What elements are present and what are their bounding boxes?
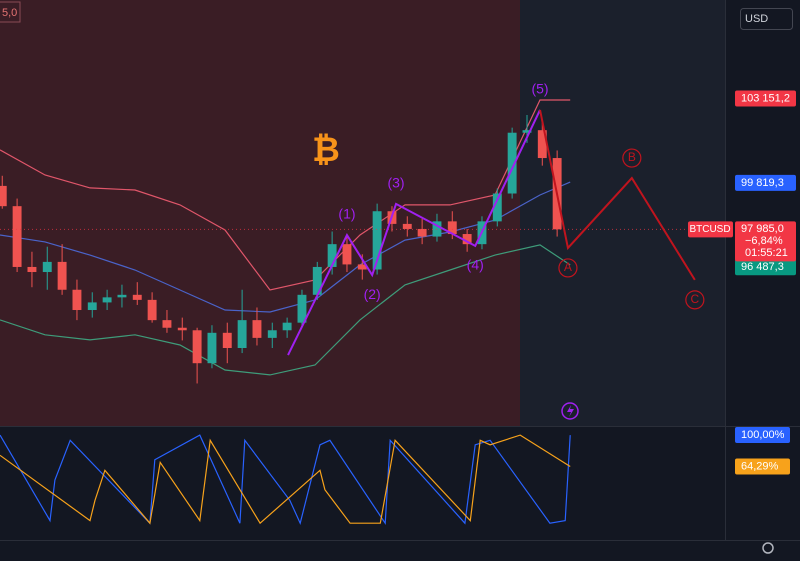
candle-body (87, 302, 97, 311)
top-left-text: 5,0 (2, 7, 17, 19)
elliott-wave (287, 109, 541, 356)
value-badge-label: 64,29% (741, 460, 779, 472)
change-label: −6,84% (745, 235, 783, 247)
candle-body (207, 332, 217, 364)
band-line (0, 244, 571, 376)
wave-label: A (564, 260, 572, 274)
band-line (0, 99, 571, 291)
price-badge (735, 259, 796, 276)
candle-body (372, 211, 382, 270)
wave-label-circle (622, 148, 642, 168)
session-highlight (0, 0, 520, 426)
candle-body (162, 320, 172, 328)
value-badge-label: 100,00% (741, 429, 785, 441)
alert-bolt (567, 405, 574, 417)
wave-label: B (628, 150, 636, 164)
candle-body (267, 330, 277, 338)
currency-label[interactable]: USD (745, 13, 768, 25)
last-price-badge (735, 221, 796, 262)
value-badge (735, 427, 790, 444)
candle-body (522, 130, 532, 133)
candle-body (177, 327, 187, 331)
candle-body (342, 244, 352, 265)
countdown-label: 01:55:21 (745, 247, 788, 259)
last-price-label: 97 985,0 (741, 223, 784, 235)
currency-button[interactable] (740, 8, 793, 30)
candle-body (57, 261, 67, 290)
candle-body (237, 320, 247, 349)
price-badge-label: 99 819,3 (741, 177, 784, 189)
future-area (520, 0, 725, 426)
candle-body (447, 221, 457, 235)
candle-body (417, 228, 427, 237)
candle-body (462, 234, 472, 245)
candle-body (297, 294, 307, 323)
price-badge-label: 103 151,2 (741, 92, 790, 104)
alert-icon[interactable] (561, 402, 579, 420)
wave-label: (1) (338, 206, 355, 222)
candle-body (357, 264, 367, 270)
price-badge-label: 96 487,3 (741, 261, 784, 273)
symbol-label: BTCUSD (689, 224, 730, 235)
candle-body (252, 320, 262, 338)
candle-body (72, 289, 82, 311)
candle-body (102, 297, 112, 303)
value-badge (735, 458, 790, 475)
oscillator-line (0, 434, 571, 526)
candle-body (12, 206, 22, 267)
symbol-badge (688, 221, 733, 238)
wave-label: (2) (364, 286, 381, 302)
candle-body (27, 266, 37, 273)
candle-body (42, 261, 52, 273)
wave-label: (5) (531, 81, 548, 97)
candle-body (117, 294, 127, 298)
wave-label: C (691, 292, 700, 306)
price-badge (735, 90, 796, 107)
candle-body (402, 223, 412, 229)
wave-label-circle (685, 290, 705, 310)
wave-label: (3) (387, 175, 404, 191)
top-left-box (0, 1, 21, 23)
candle-body (222, 332, 232, 349)
candle-body (192, 330, 202, 364)
candle-body (537, 130, 547, 159)
price-badge (735, 174, 796, 191)
candle-body (507, 132, 517, 194)
wave-label-circle (558, 258, 578, 278)
candle-body (282, 322, 292, 331)
oscillator-line (0, 434, 571, 525)
candle-body (0, 185, 7, 207)
candle-body (147, 299, 157, 321)
wave-label: (4) (467, 257, 484, 273)
candle-body (312, 266, 322, 295)
candle-body (132, 294, 142, 300)
candle-body (327, 244, 337, 267)
plot: (1) (2) (3) (4) (5) A B C (0, 81, 725, 526)
abc-projection (539, 109, 696, 281)
axes: 103 151,2 99 819,3 96 487,3 97 985,0−6,84%0… (688, 90, 796, 475)
candle-body (492, 193, 502, 222)
symbol-icon: ₿ (312, 131, 340, 169)
settings-icon[interactable] (762, 542, 774, 554)
